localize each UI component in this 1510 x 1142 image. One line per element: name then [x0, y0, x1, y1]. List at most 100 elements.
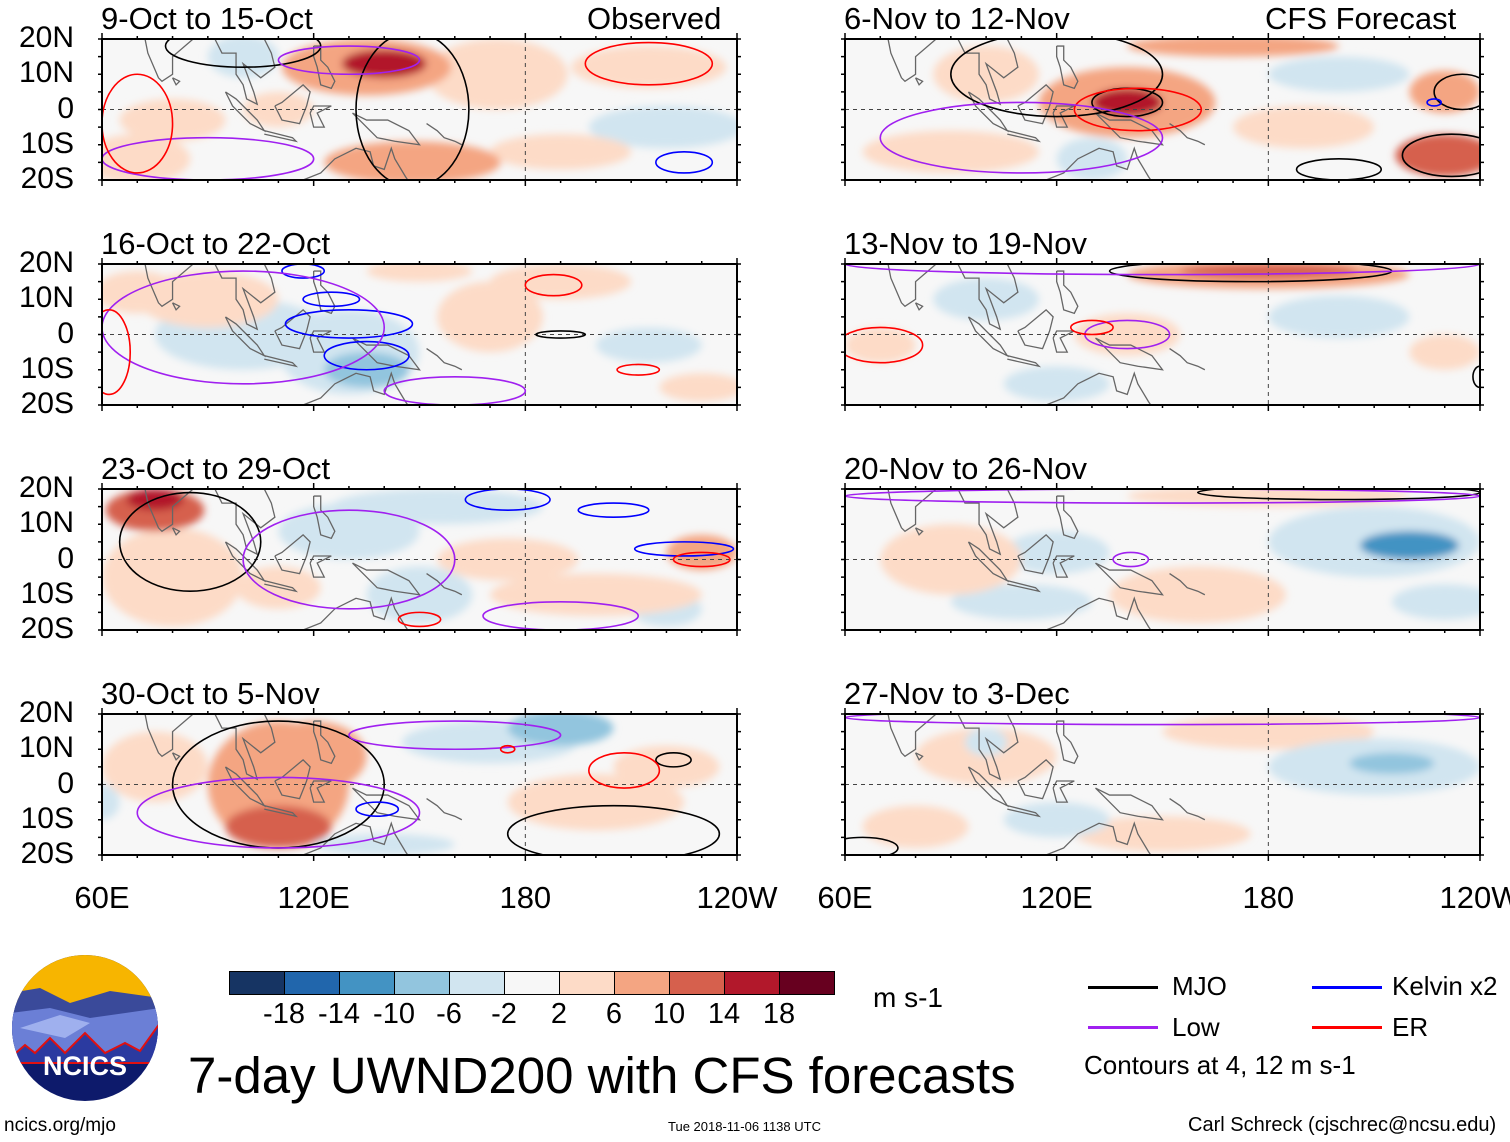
map-panel-5 [841, 33, 1484, 186]
panel-title: 23-Oct to 29-Oct [101, 451, 331, 486]
colorbar-swatch [560, 972, 615, 994]
panel-title: 30-Oct to 5-Nov [101, 676, 320, 711]
coastline [1007, 805, 1042, 818]
coastline [1095, 337, 1164, 371]
contour-low [242, 509, 456, 610]
anomaly-fill [845, 327, 916, 363]
colorbar-tick: 6 [605, 998, 623, 1030]
anomaly-fill [507, 714, 614, 746]
contour-er [397, 611, 442, 628]
colorbar-swatch [230, 972, 285, 994]
colorbar-swatch [615, 972, 670, 994]
coastline [1169, 123, 1206, 146]
colorbar-swatch [725, 972, 780, 994]
colorbar-swatch [340, 972, 395, 994]
coastline [313, 45, 336, 90]
contours-note: Contours at 4, 12 m s-1 [1084, 1050, 1356, 1080]
map-panel-7 [841, 483, 1484, 636]
coastline [1007, 580, 1042, 593]
coastline [914, 752, 924, 761]
source-url[interactable]: ncics.org/mjo [4, 1115, 116, 1136]
coastline [309, 105, 332, 128]
coastline [309, 330, 332, 353]
observed-label: Observed [587, 1, 722, 36]
coastline [887, 714, 1019, 781]
lon-label: 60E [74, 880, 130, 915]
coastline [1095, 562, 1164, 596]
legend-low-line [1088, 1026, 1158, 1029]
lat-label: 0 [57, 541, 74, 575]
anomaly-fill [1003, 802, 1110, 838]
colorbar-swatch [780, 972, 834, 994]
contour-mjo [950, 39, 1164, 118]
coastline [144, 714, 276, 781]
anomaly-fill [933, 46, 1040, 103]
coastline [264, 580, 299, 593]
colorbar-tick: 10 [652, 998, 686, 1030]
anomaly-fill [571, 46, 727, 89]
coastline [914, 527, 924, 536]
anomaly-fill [331, 489, 543, 525]
contour-er [845, 326, 924, 364]
coastline [274, 83, 311, 125]
coastline [264, 805, 299, 818]
anomaly-fill [102, 271, 180, 314]
map-panel-8 [841, 708, 1484, 861]
panel-title: 16-Oct to 22-Oct [101, 226, 331, 261]
contour-kelvin [281, 264, 326, 279]
colorbar-tick: -6 [436, 998, 462, 1030]
contour-mjo [1295, 158, 1383, 180]
coastline [301, 821, 409, 855]
anomaly-fill [588, 105, 737, 149]
contour-er [1069, 319, 1114, 336]
lat-label: 20N [18, 471, 74, 504]
contour-er [102, 309, 132, 396]
lat-label: 0 [57, 316, 74, 350]
anomaly-fill [1409, 334, 1480, 370]
anomaly-fill [207, 39, 279, 78]
colorbar-tick: 18 [762, 998, 796, 1030]
anomaly-fill [862, 130, 1040, 173]
lat-label: 10N [18, 281, 74, 315]
ncics-logo: NCICS [12, 955, 158, 1101]
lon-label: 120E [1020, 880, 1093, 915]
anomaly-fill [1074, 816, 1251, 852]
coastline [1044, 371, 1152, 405]
coastline [887, 39, 1019, 106]
lat-label: 10N [18, 506, 74, 540]
coastline [1056, 720, 1079, 765]
contour-low [482, 601, 639, 630]
map-panel-1 [98, 33, 741, 186]
anomaly-fill [1268, 295, 1410, 339]
coastline [144, 39, 276, 106]
colorbar-tick: 2 [550, 998, 568, 1030]
coastline [301, 596, 409, 630]
colorbar-tick: -10 [373, 998, 415, 1030]
coastline [171, 527, 181, 536]
contour-kelvin [302, 291, 361, 308]
map-panel-2 [98, 258, 741, 411]
lat-label: 10S [20, 801, 74, 835]
contour-er [102, 73, 174, 174]
contour-mjo [1197, 489, 1480, 501]
map-panel-6 [841, 258, 1484, 411]
anomaly-fill [950, 584, 1092, 620]
contour-mjo [1472, 365, 1480, 389]
coastline [224, 316, 267, 358]
coastline [171, 752, 181, 761]
panel-title: 13-Nov to 19-Nov [844, 226, 1087, 261]
contour-er [616, 363, 661, 376]
lon-label: 120E [277, 880, 350, 915]
contour-low [348, 720, 562, 751]
anomaly-fill [260, 721, 367, 792]
contour-er [672, 551, 731, 568]
anomaly-fill [1395, 134, 1480, 177]
contour-kelvin [355, 801, 400, 818]
anomaly-fill [102, 527, 244, 627]
coastline [264, 130, 299, 143]
coastline [1007, 130, 1042, 143]
coastline [144, 264, 276, 331]
contour-low [845, 714, 1480, 726]
contour-mjo [164, 39, 322, 68]
contour-mjo [355, 39, 470, 180]
